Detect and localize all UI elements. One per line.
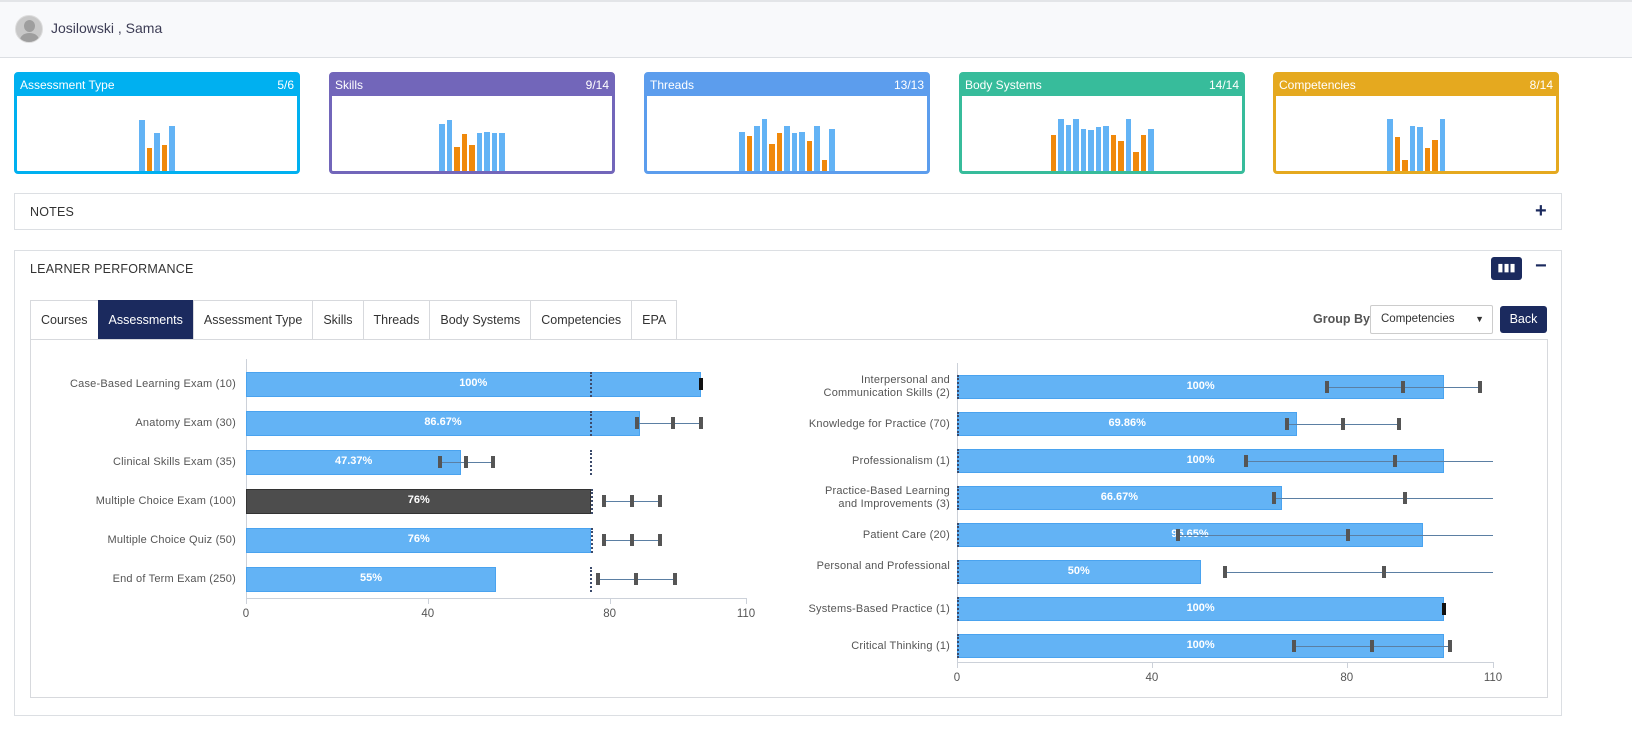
mini-bar: [821, 160, 828, 171]
group-by-value: Competencies: [1381, 313, 1455, 325]
mini-bar: [1058, 119, 1064, 171]
card-mini-chart: [332, 93, 612, 171]
back-button[interactable]: Back: [1500, 306, 1547, 333]
card-title: Body Systems: [965, 78, 1042, 92]
mini-bar: [1439, 119, 1445, 171]
mini-bar: [1125, 119, 1131, 171]
performance-title: LEARNER PERFORMANCE: [30, 262, 194, 276]
collapse-minus-icon[interactable]: −: [1535, 255, 1547, 277]
mini-bar: [746, 136, 753, 171]
mini-bar: [784, 126, 790, 171]
tab-epa[interactable]: EPA: [631, 300, 678, 340]
tab-threads[interactable]: Threads: [362, 300, 430, 340]
notes-panel[interactable]: NOTES +: [14, 193, 1562, 230]
card-title: Assessment Type: [20, 78, 115, 92]
mini-bar: [754, 126, 760, 171]
mini-bar: [1050, 135, 1056, 171]
mini-bar: [491, 133, 498, 171]
mini-bar: [446, 120, 453, 171]
card-title: Threads: [650, 78, 695, 92]
mini-bar: [739, 132, 745, 171]
mini-bar: [1387, 119, 1393, 171]
mini-bar: [499, 133, 505, 171]
group-by-label: Group By: [1313, 312, 1370, 326]
mini-bar: [1103, 126, 1109, 171]
chart-area: [30, 339, 1548, 698]
tab-bar: Courses Assessments Assessment Type Skills T…: [30, 300, 678, 340]
user-name: Josilowski , Sama: [51, 20, 163, 36]
mini-bar: [806, 141, 813, 171]
mini-bar: [1409, 126, 1415, 171]
mini-bar: [146, 148, 153, 171]
mini-bar: [1088, 130, 1094, 171]
mini-bar: [1432, 140, 1438, 171]
card-mini-chart: [17, 93, 297, 171]
mini-bar: [1133, 152, 1139, 171]
mini-bar: [776, 133, 783, 171]
tab-competencies[interactable]: Competencies: [530, 300, 632, 340]
mini-bar: [139, 120, 145, 171]
mini-bar: [484, 132, 490, 171]
card-count: 13/13: [893, 78, 924, 92]
mini-bar: [461, 134, 468, 171]
card-title: Competencies: [1279, 78, 1356, 92]
bar-chart-icon[interactable]: ▮▮▮: [1491, 257, 1522, 280]
mini-bar: [769, 144, 775, 171]
card-count: 8/14: [1529, 78, 1553, 92]
tab-courses[interactable]: Courses: [30, 300, 98, 340]
mini-bar: [1148, 129, 1154, 171]
card-count: 14/14: [1208, 78, 1239, 92]
mini-bar: [761, 119, 768, 171]
card-mini-chart: [647, 93, 927, 171]
notes-title: NOTES: [30, 205, 75, 219]
tab-assessment-type[interactable]: Assessment Type: [192, 300, 313, 340]
mini-bar: [1080, 129, 1086, 171]
mini-bar: [1065, 125, 1071, 171]
mini-bar: [1095, 127, 1101, 171]
mini-bar: [169, 126, 175, 171]
mini-bar: [1073, 119, 1079, 171]
mini-bar: [476, 133, 483, 171]
card-header: Assessment Type 5/6: [17, 75, 297, 96]
mini-bar: [1417, 127, 1423, 171]
mini-bar: [154, 133, 160, 171]
mini-bar: [1402, 160, 1408, 171]
mini-bar: [799, 132, 805, 171]
mini-bar: [454, 147, 460, 171]
card-title: Skills: [335, 78, 364, 92]
mini-bar: [161, 145, 168, 171]
mini-bar: [1110, 135, 1116, 171]
mini-bar: [1118, 141, 1124, 171]
avatar: [15, 15, 43, 43]
group-by-select[interactable]: Competencies ▼: [1370, 305, 1493, 334]
tab-skills[interactable]: Skills: [312, 300, 363, 340]
card-count: 5/6: [277, 78, 294, 92]
card-header: Competencies 8/14: [1276, 75, 1556, 96]
mini-bar: [439, 124, 445, 171]
summary-card-threads[interactable]: Threads 13/13: [644, 72, 930, 174]
summary-card-competencies[interactable]: Competencies 8/14: [1273, 72, 1559, 174]
card-count: 9/14: [585, 78, 609, 92]
summary-card-skills[interactable]: Skills 9/14: [329, 72, 615, 174]
learner-performance-panel: LEARNER PERFORMANCE ▮▮▮ − Courses Assessm…: [14, 250, 1562, 716]
tab-assessments[interactable]: Assessments: [97, 300, 193, 340]
mini-bar: [1424, 148, 1430, 171]
mini-bar: [791, 133, 798, 171]
card-header: Threads 13/13: [647, 75, 927, 96]
card-mini-chart: [1276, 93, 1556, 171]
card-header: Body Systems 14/14: [962, 75, 1242, 96]
expand-plus-icon[interactable]: +: [1535, 200, 1547, 222]
card-mini-chart: [962, 93, 1242, 171]
user-header: Josilowski , Sama: [0, 0, 1632, 58]
mini-bar: [1140, 135, 1146, 171]
mini-bar: [814, 126, 820, 171]
card-header: Skills 9/14: [332, 75, 612, 96]
tab-body-systems[interactable]: Body Systems: [429, 300, 531, 340]
summary-card-assessment-type[interactable]: Assessment Type 5/6: [14, 72, 300, 174]
mini-bar: [829, 129, 835, 171]
mini-bar: [469, 145, 475, 171]
mini-bar: [1394, 137, 1400, 171]
chevron-down-icon: ▼: [1475, 314, 1484, 324]
summary-card-body-systems[interactable]: Body Systems 14/14: [959, 72, 1245, 174]
